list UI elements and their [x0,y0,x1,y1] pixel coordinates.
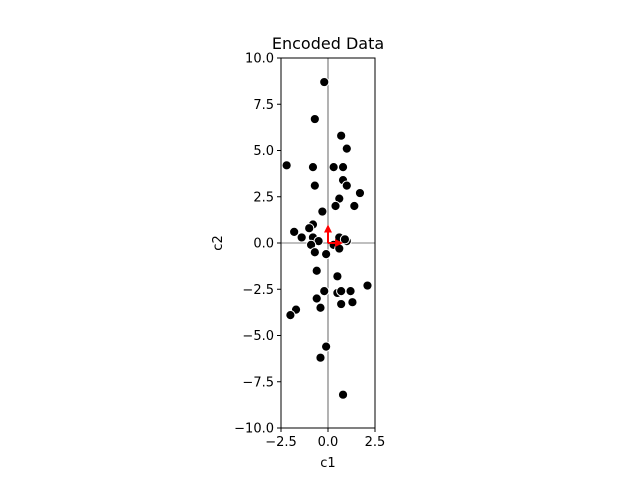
data-point [315,302,326,313]
data-point [328,162,339,173]
data-point [332,271,343,282]
basis-arrows [324,224,344,247]
data-point [311,265,322,276]
data-point [309,113,320,125]
data-point [309,247,320,258]
data-point [315,352,326,363]
y-axis-ticks: −10.0 −7.5 −5.0 −2.5 0.0 2.5 5.0 7.5 10.0 [234,52,281,437]
basis-arrow-1 [324,224,332,243]
y-tick-label: 5.0 [253,144,274,159]
data-point [339,234,351,245]
data-point [345,286,356,297]
data-point [317,206,328,217]
data-point [337,389,349,400]
data-point [336,298,347,310]
x-tick-label: 0.0 [318,435,339,450]
data-point [336,286,347,297]
y-tick-label: −7.5 [242,375,274,390]
chart-title: Encoded Data [272,34,384,53]
x-axis-label: c1 [320,456,335,471]
data-point [304,223,315,234]
data-point [309,180,320,191]
data-point [289,226,300,237]
data-point [336,130,347,141]
x-axis-ticks: −2.5 0.0 2.5 [265,428,385,450]
y-tick-label: −5.0 [242,329,274,344]
y-tick-label: 10.0 [245,52,274,67]
basis-arrow-2 [328,239,344,247]
data-point [319,286,330,297]
data-point [319,76,330,88]
y-axis-label: c2 [211,235,226,250]
data-point [337,162,349,173]
data-point [321,341,332,352]
data-point [307,162,319,173]
data-point [349,200,360,212]
data-points [281,76,373,400]
y-tick-label: 7.5 [253,98,274,113]
data-point [296,232,307,243]
data-point [341,180,352,191]
y-tick-label: 2.5 [253,190,274,205]
data-point [341,143,352,154]
data-point [281,160,292,171]
x-tick-label: 2.5 [365,435,386,450]
y-tick-label: 0.0 [253,237,274,252]
data-point [347,297,358,308]
data-point [354,187,366,199]
y-tick-label: −2.5 [242,283,274,298]
y-tick-label: −10.0 [234,422,274,437]
x-tick-label: −2.5 [265,435,297,450]
data-point [285,310,296,321]
data-point [330,200,341,212]
data-point [321,249,332,260]
data-point [362,280,373,291]
data-point [311,293,322,304]
